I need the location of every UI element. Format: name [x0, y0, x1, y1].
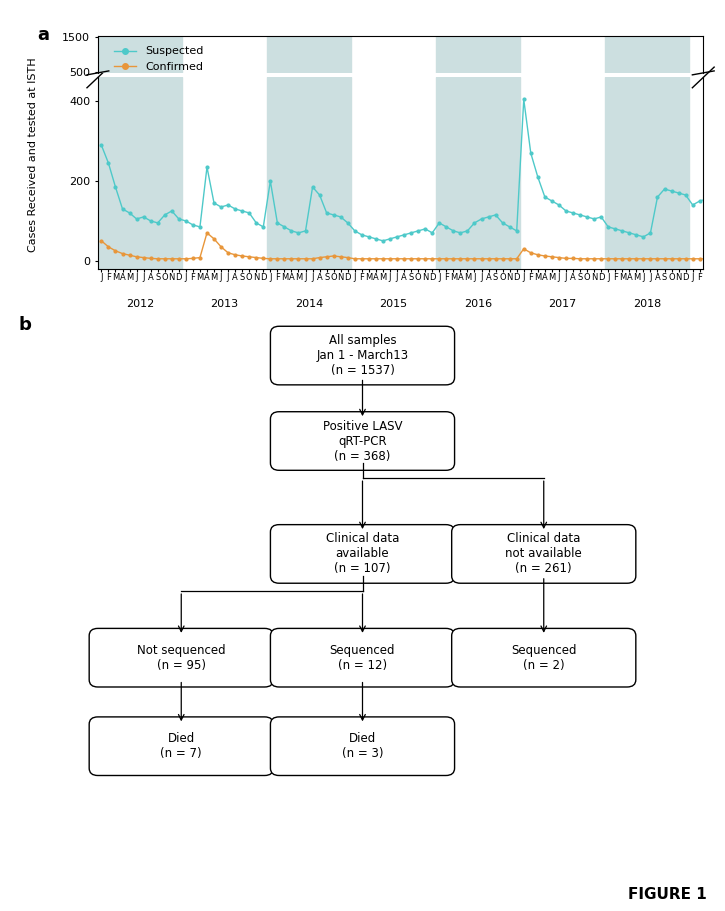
Bar	[436, 36, 521, 73]
Text: 2017: 2017	[548, 299, 576, 309]
FancyBboxPatch shape	[452, 629, 636, 687]
Text: Positive LASV
qRT-PCR
(n = 368): Positive LASV qRT-PCR (n = 368)	[323, 419, 402, 463]
FancyBboxPatch shape	[270, 412, 455, 470]
Bar	[436, 77, 521, 269]
Bar	[267, 77, 352, 269]
Text: Clinical data
available
(n = 107): Clinical data available (n = 107)	[326, 532, 399, 576]
Text: Died
(n = 3): Died (n = 3)	[341, 732, 384, 760]
Text: 2015: 2015	[379, 299, 407, 309]
Text: 2013: 2013	[210, 299, 239, 309]
FancyBboxPatch shape	[270, 717, 455, 775]
Text: 2014: 2014	[295, 299, 323, 309]
Bar	[267, 36, 352, 73]
Text: Sequenced
(n = 2): Sequenced (n = 2)	[511, 644, 576, 671]
FancyBboxPatch shape	[270, 326, 455, 384]
Text: Clinical data
not available
(n = 261): Clinical data not available (n = 261)	[505, 532, 582, 576]
Text: 2016: 2016	[464, 299, 492, 309]
FancyBboxPatch shape	[89, 717, 273, 775]
Legend: Suspected, Confirmed: Suspected, Confirmed	[109, 42, 208, 77]
Bar	[98, 36, 183, 73]
FancyBboxPatch shape	[89, 629, 273, 687]
Bar	[605, 36, 689, 73]
Text: FIGURE 1: FIGURE 1	[628, 886, 707, 902]
Text: Sequenced
(n = 12): Sequenced (n = 12)	[330, 644, 395, 671]
Bar	[98, 77, 183, 269]
Text: All samples
Jan 1 - March13
(n = 1537): All samples Jan 1 - March13 (n = 1537)	[316, 334, 409, 377]
Text: Cases Received and tested at ISTH: Cases Received and tested at ISTH	[28, 57, 38, 252]
Text: Died
(n = 7): Died (n = 7)	[160, 732, 202, 760]
Text: 2018: 2018	[633, 299, 661, 309]
FancyBboxPatch shape	[270, 525, 455, 583]
Bar	[605, 77, 689, 269]
FancyBboxPatch shape	[270, 629, 455, 687]
FancyBboxPatch shape	[452, 525, 636, 583]
Text: a: a	[38, 26, 49, 44]
Text: Not sequenced
(n = 95): Not sequenced (n = 95)	[137, 644, 225, 671]
Text: b: b	[18, 316, 31, 334]
Text: 2012: 2012	[126, 299, 154, 309]
